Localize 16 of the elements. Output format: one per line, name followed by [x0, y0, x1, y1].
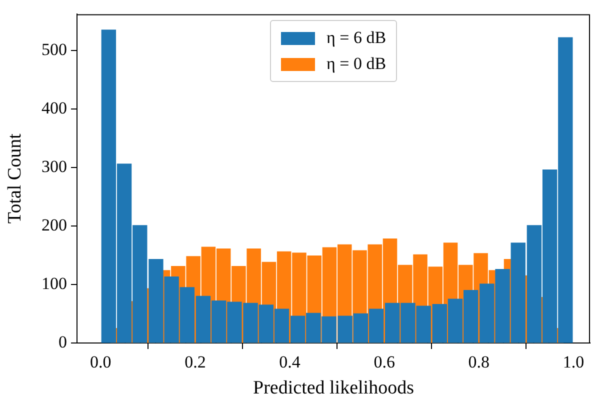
y-tick-label: 0 — [58, 332, 67, 352]
y-tick-label: 500 — [42, 40, 67, 59]
legend-label: η = 0 dB — [326, 54, 386, 74]
y-axis-title: Total Count — [4, 132, 26, 224]
x-tick-label: 0.2 — [184, 352, 206, 372]
x-axis-title: Predicted likelihoods — [253, 378, 414, 399]
x-tick-label: 0.8 — [468, 352, 490, 372]
legend-label: η = 6 dB — [326, 28, 386, 48]
y-tick-label: 100 — [42, 274, 67, 293]
x-tick-label: 0.4 — [279, 352, 301, 372]
y-tick-label: 300 — [42, 156, 67, 176]
y-tick-label: 200 — [42, 215, 67, 234]
x-tick-label: 0.6 — [374, 352, 395, 372]
y-tick-label: 400 — [42, 98, 67, 118]
x-tick-label: 0.0 — [90, 352, 112, 372]
x-tick-label: 1.0 — [562, 352, 584, 372]
